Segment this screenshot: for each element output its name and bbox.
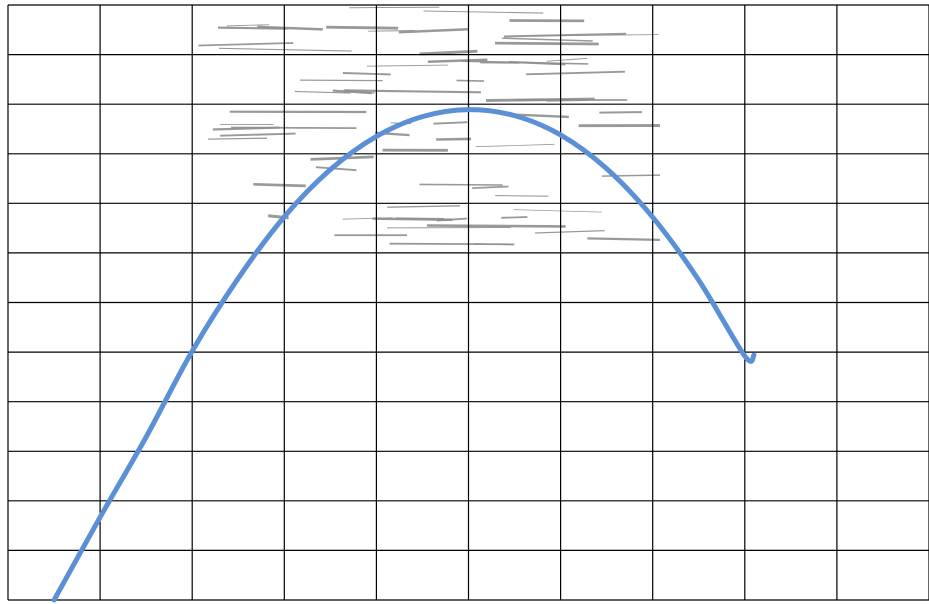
artifact-stroke — [513, 209, 602, 213]
artifact-stroke — [342, 72, 391, 76]
artifact-stroke — [433, 121, 468, 125]
artifact-stroke — [503, 32, 627, 38]
artifact-stroke — [427, 58, 488, 64]
artifact-stroke — [342, 217, 393, 220]
artifact-stroke — [436, 217, 467, 222]
artifact-stroke — [426, 224, 566, 228]
artifact-stroke — [546, 57, 588, 62]
artifact-stroke — [501, 216, 528, 219]
artifact-stroke — [294, 90, 351, 94]
artifact-stroke — [343, 89, 481, 94]
artifact-stroke — [208, 137, 268, 140]
artifact-stroke — [456, 79, 485, 82]
artifact-stroke — [472, 185, 509, 189]
artifact-stroke — [299, 79, 383, 82]
artifact-stroke — [502, 37, 593, 42]
artifact-stroke — [387, 205, 461, 208]
artifact-stroke — [436, 137, 472, 141]
artifact-stroke — [587, 237, 661, 241]
artifact-stroke — [495, 195, 549, 197]
artifact-stroke — [332, 89, 372, 95]
artifact-stroke — [220, 132, 296, 137]
artifact-stroke — [419, 183, 503, 186]
artifact-stroke — [535, 229, 605, 234]
artifact-stroke — [546, 99, 589, 102]
artifact-stroke — [461, 60, 589, 65]
artifact-stroke — [366, 64, 449, 67]
series-line — [51, 107, 757, 603]
artifact-stroke — [494, 41, 599, 46]
artifact-stroke — [419, 49, 478, 56]
artifact-stroke — [218, 47, 352, 52]
artifact-stroke — [475, 143, 555, 148]
grid — [7, 4, 929, 601]
artifact-stroke — [326, 25, 399, 30]
artifact-stroke — [212, 126, 280, 131]
artifact-stroke — [474, 243, 514, 246]
series-line-group — [51, 107, 757, 603]
artifact-stroke — [315, 166, 357, 172]
artifact-stroke — [226, 24, 270, 27]
artifact-stroke — [253, 182, 306, 188]
artifact-stroke — [599, 111, 643, 114]
background-artifact — [198, 6, 661, 246]
artifact-stroke — [257, 25, 323, 31]
artifact-stroke — [526, 70, 626, 76]
artifact-stroke — [198, 42, 294, 47]
artifact-stroke — [423, 10, 544, 14]
artifact-stroke — [398, 27, 469, 34]
